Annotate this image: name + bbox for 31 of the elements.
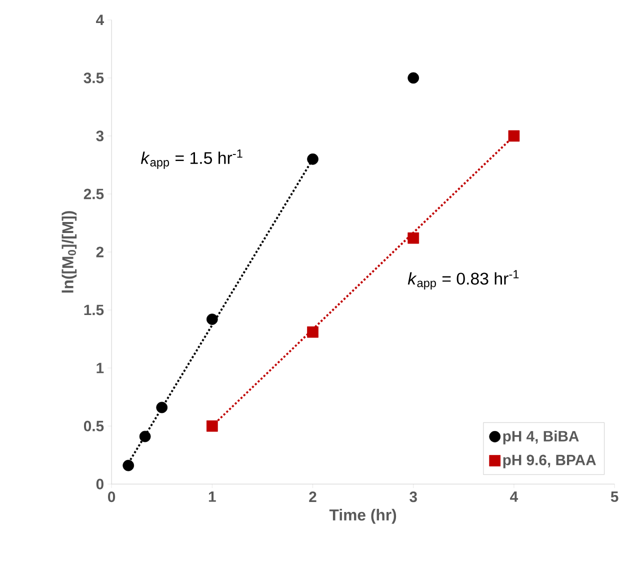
y-tick-label: 1.5 [84, 304, 104, 316]
point [206, 420, 218, 432]
annotation: k$_{app}$ = 0.83 hr$^{-1}$ [408, 270, 519, 290]
point [156, 402, 168, 414]
y-tick-label: 1 [96, 363, 104, 374]
point [307, 154, 318, 165]
x-tick-label: 3 [410, 492, 417, 502]
annotation: k$_{app}$ = 1.5 hr$^{-1}$ [140, 150, 242, 169]
point [408, 72, 420, 84]
legend-label: pH 9.6, BPAA [503, 454, 596, 468]
y-axis-title: ln([M$_{0}$]/[M]) [62, 211, 77, 293]
y-tick-label: 3.5 [84, 72, 104, 84]
point [122, 460, 134, 472]
x-tick-label: 1 [208, 492, 216, 502]
y-tick-label: 0.5 [84, 420, 104, 432]
point [307, 326, 318, 338]
point [408, 232, 420, 244]
x-axis-title: Time (hr) [329, 509, 396, 524]
y-tick-label: 2.5 [84, 188, 104, 200]
y-tick-label: 2 [96, 246, 104, 258]
point [139, 430, 151, 442]
y-tick-label: 0 [96, 478, 104, 490]
x-tick-label: 5 [610, 492, 618, 502]
x-tick-label: 4 [510, 492, 518, 502]
y-tick-label: 4 [96, 14, 104, 26]
x-tick-label: 0 [108, 492, 116, 502]
point [206, 314, 218, 326]
x-tick-label: 2 [309, 492, 316, 502]
y-tick-label: 3 [96, 130, 104, 142]
legend-label: pH 4, BiBA [503, 430, 579, 445]
point [508, 130, 520, 142]
